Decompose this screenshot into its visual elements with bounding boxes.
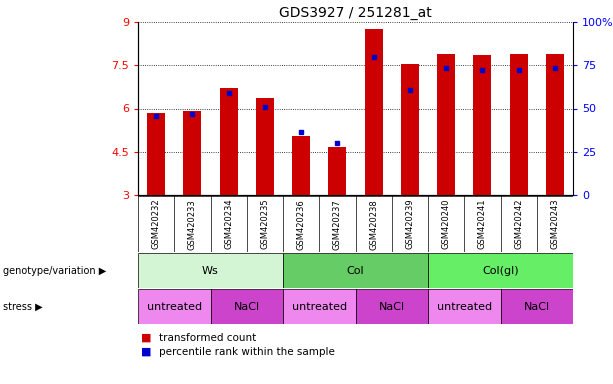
Text: GSM420234: GSM420234: [224, 199, 233, 250]
Text: stress ▶: stress ▶: [3, 301, 43, 311]
Text: GSM420235: GSM420235: [261, 199, 269, 250]
Bar: [365, 29, 383, 195]
Text: Col(gl): Col(gl): [482, 265, 519, 275]
Text: ■: ■: [141, 347, 151, 357]
Text: GSM420243: GSM420243: [550, 199, 560, 250]
Bar: [283, 289, 356, 324]
Bar: [428, 289, 500, 324]
Bar: [428, 253, 573, 288]
Bar: [292, 136, 310, 195]
Text: GSM420236: GSM420236: [297, 199, 306, 250]
Bar: [401, 64, 419, 195]
Text: untreated: untreated: [147, 301, 202, 311]
Bar: [473, 55, 492, 195]
Text: GSM420237: GSM420237: [333, 199, 342, 250]
Text: GSM420233: GSM420233: [188, 199, 197, 250]
Text: GSM420238: GSM420238: [369, 199, 378, 250]
Text: NaCl: NaCl: [524, 301, 550, 311]
Text: ■: ■: [141, 333, 151, 343]
Text: GSM420239: GSM420239: [405, 199, 414, 250]
Bar: [147, 113, 165, 195]
Text: GSM420242: GSM420242: [514, 199, 523, 249]
Bar: [437, 54, 455, 195]
Bar: [138, 253, 283, 288]
Bar: [509, 54, 528, 195]
Bar: [138, 289, 210, 324]
Bar: [329, 147, 346, 195]
Bar: [283, 253, 428, 288]
Text: GSM420240: GSM420240: [441, 199, 451, 249]
Text: transformed count: transformed count: [159, 333, 257, 343]
Title: GDS3927 / 251281_at: GDS3927 / 251281_at: [279, 6, 432, 20]
Text: Col: Col: [347, 265, 364, 275]
Text: NaCl: NaCl: [379, 301, 405, 311]
Text: genotype/variation ▶: genotype/variation ▶: [3, 265, 106, 275]
Bar: [546, 54, 564, 195]
Text: percentile rank within the sample: percentile rank within the sample: [159, 347, 335, 357]
Bar: [500, 289, 573, 324]
Text: Ws: Ws: [202, 265, 219, 275]
Text: GSM420232: GSM420232: [151, 199, 161, 250]
Text: untreated: untreated: [292, 301, 347, 311]
Bar: [183, 111, 202, 195]
Bar: [210, 289, 283, 324]
Bar: [219, 88, 238, 195]
Text: untreated: untreated: [436, 301, 492, 311]
Text: GSM420241: GSM420241: [478, 199, 487, 249]
Bar: [256, 98, 274, 195]
Bar: [356, 289, 428, 324]
Text: NaCl: NaCl: [234, 301, 260, 311]
